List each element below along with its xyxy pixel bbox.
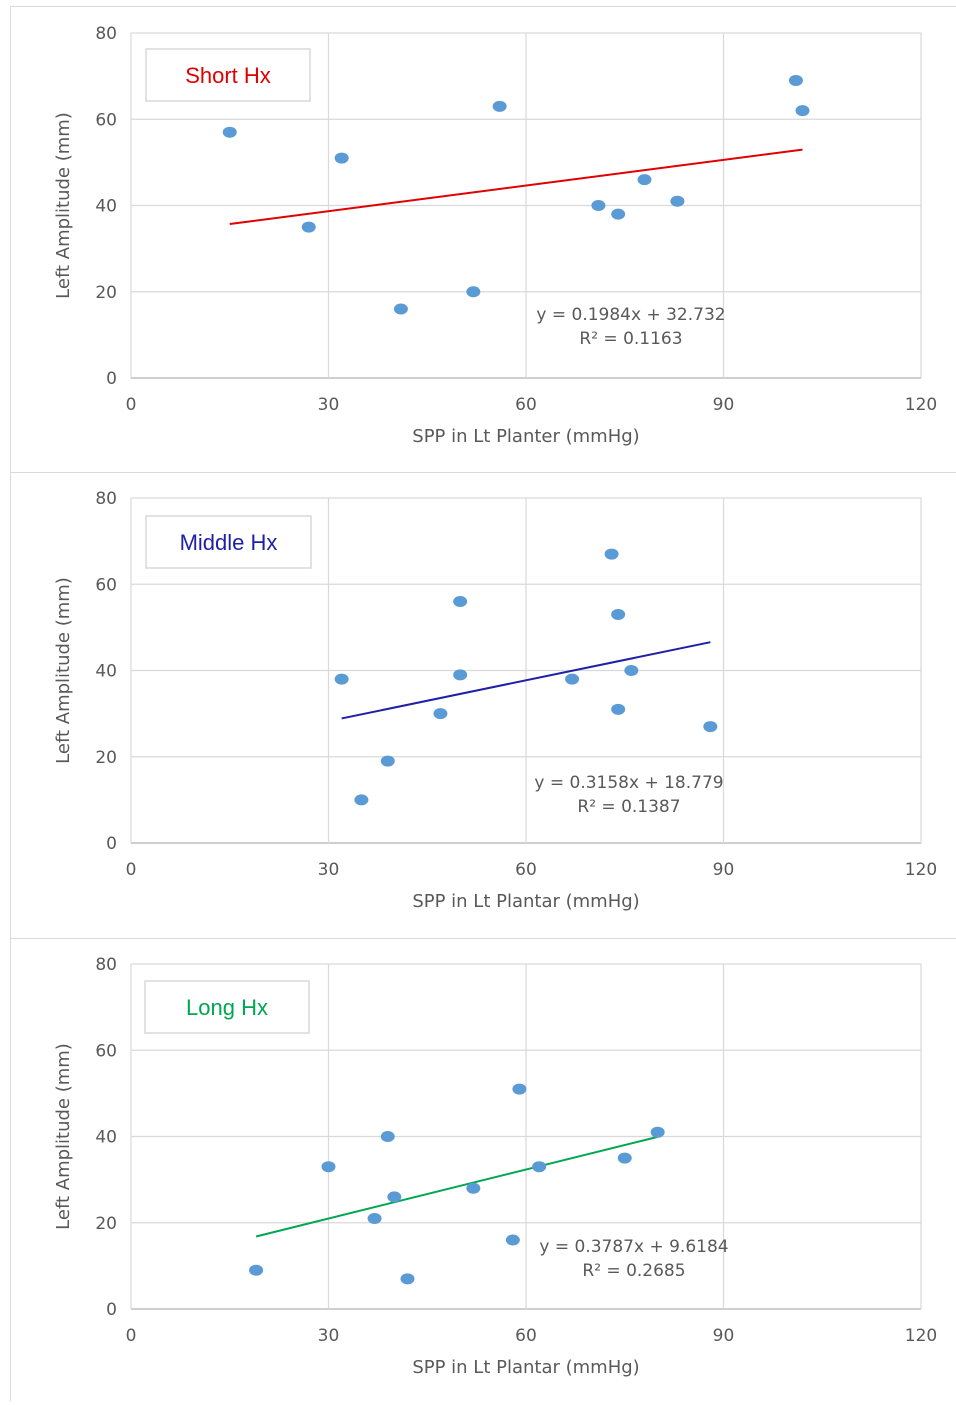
x-tick-label: 60 bbox=[515, 395, 537, 415]
x-tick-label: 30 bbox=[318, 1326, 340, 1346]
chart-panel-middle-hx: 0 20 40 60 80 0 30 60 90 120 SPP in Lt Plantar (mm… bbox=[10, 472, 956, 939]
legend-label: Middle Hx bbox=[180, 530, 278, 555]
legend: Middle Hx bbox=[145, 515, 312, 569]
legend-box bbox=[145, 515, 312, 569]
data-point bbox=[591, 200, 606, 211]
data-point bbox=[492, 100, 507, 112]
data-point bbox=[387, 1191, 402, 1203]
data-point bbox=[321, 1161, 336, 1173]
x-tick-label: 60 bbox=[515, 1326, 537, 1346]
data-point bbox=[532, 1161, 547, 1173]
x-axis-title: SPP in Lt Plantar (mmHg) bbox=[412, 1357, 639, 1378]
data-point bbox=[354, 794, 369, 806]
data-point bbox=[565, 673, 580, 685]
y-tick-label: 0 bbox=[106, 834, 117, 854]
y-tick-label: 60 bbox=[95, 110, 117, 130]
data-point bbox=[795, 105, 810, 117]
data-point bbox=[466, 286, 481, 298]
legend-label: Long Hx bbox=[186, 995, 268, 1020]
x-tick-label: 0 bbox=[126, 1326, 137, 1346]
data-point bbox=[611, 208, 626, 220]
scatter-chart-3: 0 20 40 60 80 0 30 60 90 120 SPP in Lt Plantar (mm… bbox=[53, 955, 937, 1378]
data-point bbox=[249, 1264, 264, 1276]
data-point bbox=[611, 703, 626, 715]
x-axis-title: SPP in Lt Planter (mmHg) bbox=[412, 426, 639, 447]
legend-box bbox=[145, 48, 311, 102]
r-squared-label: R² = 0.2685 bbox=[582, 1261, 685, 1281]
data-point bbox=[433, 708, 448, 720]
data-point bbox=[650, 1126, 665, 1138]
legend: Long Hx bbox=[144, 980, 310, 1034]
data-point bbox=[334, 673, 349, 685]
data-point bbox=[380, 1131, 395, 1142]
x-tick-label: 120 bbox=[905, 395, 937, 415]
data-point bbox=[222, 126, 237, 138]
data-point bbox=[617, 1152, 632, 1164]
y-tick-label: 80 bbox=[95, 489, 117, 509]
data-point bbox=[466, 1182, 481, 1194]
data-point bbox=[703, 721, 718, 733]
data-point bbox=[400, 1273, 415, 1285]
trendline bbox=[255, 1135, 658, 1238]
data-point bbox=[604, 548, 619, 560]
x-axis-title: SPP in Lt Plantar (mmHg) bbox=[412, 891, 639, 912]
x-tick-label: 90 bbox=[713, 860, 735, 880]
legend-box bbox=[144, 980, 310, 1034]
trendline-equation: y = 0.1984x + 32.732 bbox=[536, 305, 725, 325]
x-tick-label: 90 bbox=[713, 395, 735, 415]
y-tick-label: 80 bbox=[95, 24, 117, 44]
data-point bbox=[624, 665, 639, 676]
x-tick-label: 120 bbox=[905, 1326, 937, 1346]
r-squared-label: R² = 0.1387 bbox=[577, 797, 680, 817]
y-tick-label: 0 bbox=[106, 1300, 117, 1320]
legend-label: Short Hx bbox=[185, 63, 271, 88]
chart-panel-long-hx: 0 20 40 60 80 0 30 60 90 120 SPP in Lt Plantar (mm… bbox=[10, 938, 956, 1401]
data-point bbox=[788, 74, 803, 86]
data-point bbox=[453, 596, 468, 607]
y-tick-label: 0 bbox=[106, 369, 117, 389]
data-point bbox=[512, 1083, 527, 1095]
y-tick-label: 20 bbox=[95, 1214, 117, 1234]
legend: Short Hx bbox=[145, 48, 311, 102]
data-point bbox=[505, 1234, 520, 1246]
trendline-equation: y = 0.3787x + 9.6184 bbox=[539, 1237, 728, 1257]
chart-panel-short-hx: 0 20 40 60 80 0 30 60 90 120 SPP in Lt Planter (mm… bbox=[10, 6, 956, 473]
y-tick-label: 40 bbox=[95, 1128, 117, 1148]
x-tick-label: 0 bbox=[126, 860, 137, 880]
scatter-chart-2: 0 20 40 60 80 0 30 60 90 120 SPP in Lt Plantar (mm… bbox=[53, 489, 937, 912]
data-point bbox=[367, 1212, 382, 1224]
data-point bbox=[611, 608, 626, 620]
y-axis-title: Left Amplitude (mm) bbox=[53, 1043, 74, 1230]
scatter-chart-1: 0 20 40 60 80 0 30 60 90 120 SPP in Lt Planter (mm… bbox=[53, 24, 937, 447]
y-tick-label: 60 bbox=[95, 1041, 117, 1061]
y-tick-label: 60 bbox=[95, 575, 117, 595]
data-point bbox=[453, 669, 468, 681]
y-tick-label: 40 bbox=[95, 197, 117, 217]
y-axis-title: Left Amplitude (mm) bbox=[53, 112, 74, 299]
data-point bbox=[637, 174, 652, 186]
y-tick-label: 20 bbox=[95, 748, 117, 768]
x-tick-label: 90 bbox=[713, 1326, 735, 1346]
data-point bbox=[301, 221, 316, 233]
x-tick-label: 120 bbox=[905, 860, 937, 880]
trendline bbox=[229, 148, 803, 226]
trendline-equation: y = 0.3158x + 18.779 bbox=[534, 773, 723, 793]
x-tick-label: 30 bbox=[318, 860, 340, 880]
data-point bbox=[334, 152, 349, 164]
y-tick-label: 80 bbox=[95, 955, 117, 975]
y-axis-title: Left Amplitude (mm) bbox=[53, 577, 74, 764]
data-point bbox=[393, 303, 408, 315]
x-tick-label: 60 bbox=[515, 860, 537, 880]
data-point bbox=[380, 755, 395, 767]
r-squared-label: R² = 0.1163 bbox=[579, 329, 682, 349]
x-tick-label: 0 bbox=[126, 395, 137, 415]
y-tick-label: 40 bbox=[95, 662, 117, 682]
trendline bbox=[341, 641, 711, 720]
data-point bbox=[670, 195, 685, 207]
y-tick-label: 20 bbox=[95, 283, 117, 303]
x-tick-label: 30 bbox=[318, 395, 340, 415]
